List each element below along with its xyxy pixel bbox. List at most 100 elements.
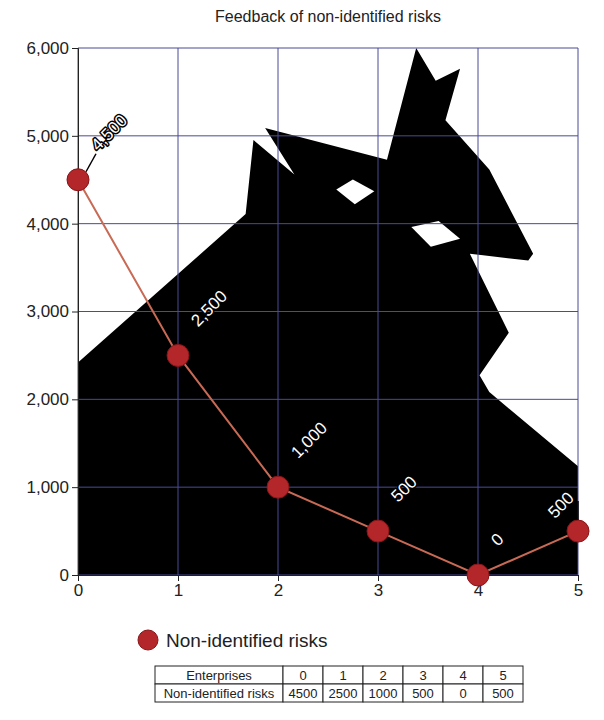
- y-tick-mark: [72, 487, 78, 488]
- legend: Non-identified risks: [138, 630, 328, 651]
- y-tick-mark: [72, 312, 78, 313]
- x-tick-label: 3: [374, 581, 383, 600]
- y-tick: 2,000: [26, 390, 78, 409]
- table-text: 3: [419, 668, 426, 683]
- legend-marker: [138, 630, 158, 650]
- table-cell: [403, 666, 443, 684]
- y-tick-label: 1,000: [26, 478, 69, 497]
- x-tick: 5: [574, 575, 583, 600]
- y-tick: 3,000: [26, 302, 78, 321]
- table-text: 4: [459, 668, 466, 683]
- leader-line: [86, 154, 96, 172]
- data-label: 500: [387, 472, 420, 505]
- table-cell: [363, 666, 403, 684]
- y-tick-mark: [72, 224, 78, 225]
- table-text: Enterprises: [186, 668, 252, 683]
- data-label: 1,000: [287, 418, 331, 462]
- table-cell: [283, 684, 323, 702]
- leader-line: [186, 329, 196, 347]
- data-point: [167, 344, 189, 366]
- x-tick: 3: [374, 575, 383, 600]
- y-axis: 0 1,000 2,000 3,000 4,000 5,000 6,000: [26, 39, 78, 585]
- grid-line-y: [78, 48, 578, 49]
- table-text: 1: [339, 668, 346, 683]
- data-point: [267, 476, 289, 498]
- grid-line-x: [478, 48, 479, 575]
- table-text: 2: [379, 668, 386, 683]
- y-tick-mark: [72, 48, 78, 49]
- table-cell: [323, 666, 363, 684]
- table-cell: [403, 684, 443, 702]
- x-tick-label: 2: [274, 581, 283, 600]
- x-tick: 1: [174, 575, 183, 600]
- silhouette-eye: [411, 221, 460, 247]
- data-labels: 4,500 2,500 1,000 500 0 500: [86, 111, 578, 567]
- leader-line: [486, 549, 496, 567]
- y-tick-mark: [72, 399, 78, 400]
- table-cell: [443, 684, 483, 702]
- data-label: 0: [487, 530, 507, 550]
- table-text: 500: [412, 686, 434, 701]
- y-tick: 4,000: [26, 215, 78, 234]
- leader-line: [286, 461, 296, 479]
- table-text: 0: [459, 686, 466, 701]
- x-tick: 2: [274, 575, 283, 600]
- grid: [78, 48, 578, 575]
- chart-title: Feedback of non-identified risks: [215, 8, 441, 25]
- table-text: 0: [299, 668, 306, 683]
- table-cell: [483, 666, 523, 684]
- chart: Feedback of non-identified risks 0 1,000 2,…: [0, 0, 604, 720]
- x-axis-line: [79, 576, 579, 582]
- x-axis: 012345: [74, 575, 583, 600]
- y-tick: 6,000: [26, 39, 78, 58]
- data-point: [467, 564, 489, 586]
- y-tick-label: 3,000: [26, 302, 69, 321]
- table-text: 2500: [329, 686, 358, 701]
- y-tick-label: 5,000: [26, 127, 69, 146]
- x-tick-label: 5: [574, 581, 583, 600]
- grid-line-y: [78, 487, 578, 488]
- table-text: Non-identified risks: [164, 686, 275, 701]
- y-axis-line: [72, 49, 79, 576]
- data-point: [367, 520, 389, 542]
- table-cell: [155, 684, 283, 702]
- table-text: 500: [492, 686, 514, 701]
- background-silhouette: [78, 48, 578, 575]
- x-tick: 0: [74, 575, 83, 600]
- grid-line-y: [78, 135, 578, 136]
- data-table: Enterprises 0 1 2 3 4 5 Non-identified risks 450…: [155, 666, 523, 702]
- grid-line-y: [78, 223, 578, 224]
- table-cell: [155, 666, 283, 684]
- grid-line-x: [178, 48, 179, 575]
- data-label: 2,500: [187, 287, 231, 331]
- data-label: 4,500: [87, 111, 131, 155]
- table-text: 4500: [289, 686, 318, 701]
- table-text: 5: [499, 668, 506, 683]
- y-tick-label: 4,000: [26, 215, 69, 234]
- table-cell: [483, 684, 523, 702]
- x-tick-label: 1: [174, 581, 183, 600]
- plot-area: [67, 169, 589, 586]
- leader-line: [577, 501, 579, 520]
- silhouette-eye: [336, 180, 374, 205]
- series-line: [78, 180, 578, 575]
- y-tick-label: 2,000: [26, 390, 69, 409]
- table-cell: [443, 666, 483, 684]
- grid-line-y: [78, 399, 578, 400]
- y-tick-label: 0: [60, 566, 69, 585]
- y-tick-mark: [72, 136, 78, 137]
- table-cell: [283, 666, 323, 684]
- table-cell: [363, 684, 403, 702]
- data-point: [567, 520, 589, 542]
- x-tick-label: 0: [74, 581, 83, 600]
- data-point: [67, 169, 89, 191]
- table-cell: [323, 684, 363, 702]
- y-tick-label: 6,000: [26, 39, 69, 58]
- y-tick-mark: [72, 575, 78, 576]
- grid-line-x: [578, 48, 579, 575]
- grid-line-x: [378, 48, 379, 575]
- y-tick: 1,000: [26, 478, 78, 497]
- data-label: 500: [544, 488, 577, 521]
- table-text: 1000: [369, 686, 398, 701]
- leader-line: [386, 505, 396, 523]
